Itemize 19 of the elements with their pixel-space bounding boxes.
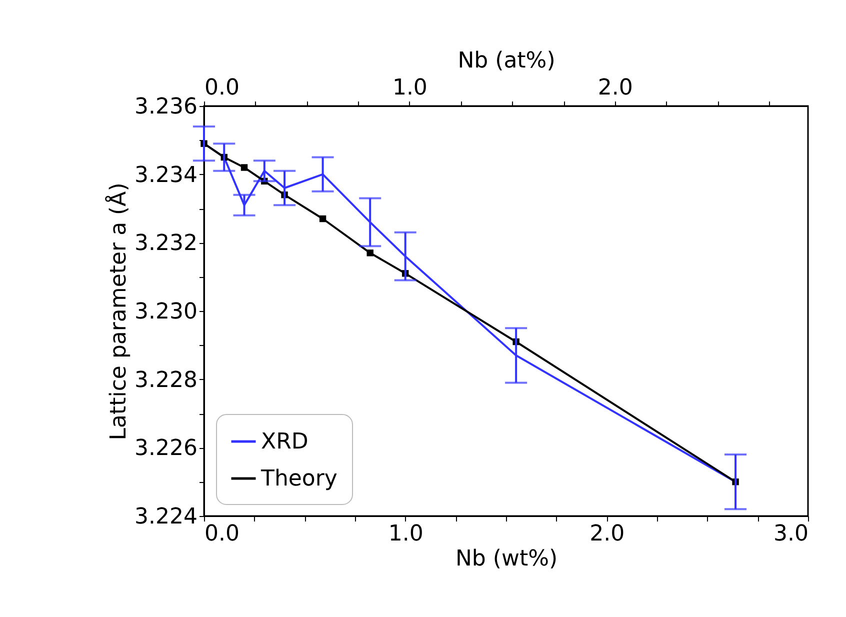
x-tick-label: 2.0 [590, 522, 625, 546]
x-tick-label: 0.0 [204, 522, 240, 546]
y-tick-label: 3.234 [134, 162, 198, 188]
y-tick-label: 3.226 [134, 436, 198, 462]
x2-tick-label: 2.0 [598, 76, 633, 100]
x-axis-title: Nb (wt%) [455, 546, 558, 572]
x2-axis-title: Nb (at%) [458, 48, 556, 74]
y-tick-label: 3.224 [134, 504, 198, 530]
y-tick-label: 3.228 [134, 368, 198, 393]
x-tick-label: 3.0 [774, 522, 808, 546]
legend-label: Theory [260, 466, 338, 492]
legend-label: XRD [261, 430, 308, 454]
y-tick-label: 3.230 [134, 300, 198, 324]
y-tick-label: 3.232 [134, 231, 198, 256]
x2-tick-label: 0.0 [204, 76, 240, 100]
x2-tick-label: 1.0 [392, 76, 428, 100]
y-axis-title: Lattice parameter a (Å) [104, 182, 132, 440]
y-tick-label: 3.236 [134, 94, 198, 120]
x-tick-label: 1.0 [388, 522, 424, 546]
